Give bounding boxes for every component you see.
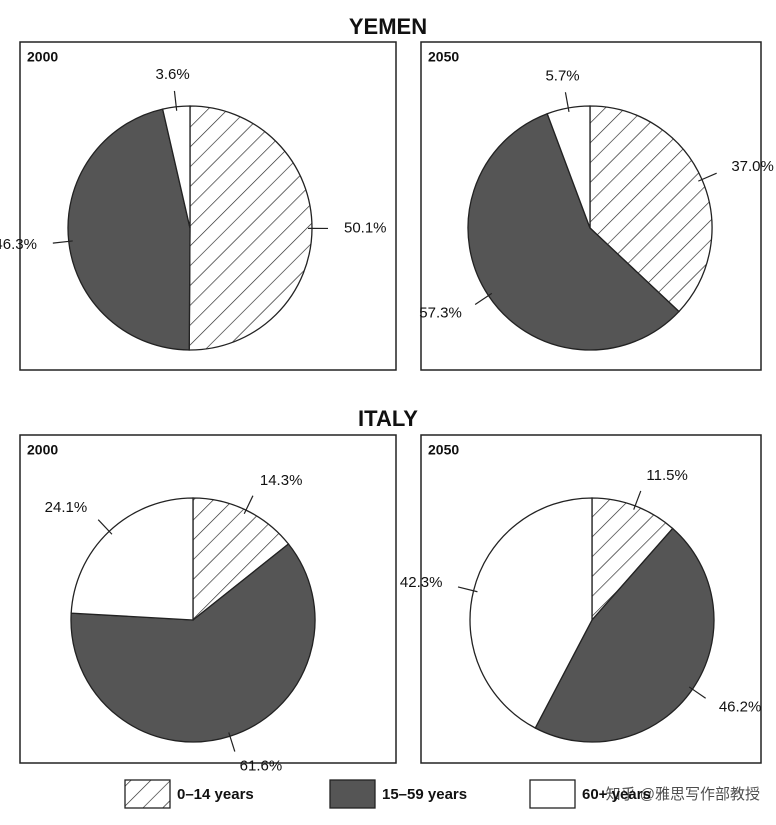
section-heading: ITALY xyxy=(358,406,418,431)
legend-swatch xyxy=(529,779,576,809)
watermark: 知乎 @雅思写作部教授 xyxy=(606,786,760,803)
value-label: 3.6% xyxy=(156,66,190,83)
value-label: 14.3% xyxy=(260,472,303,489)
panel-frame xyxy=(19,41,397,371)
value-label: 61.6% xyxy=(240,758,283,775)
panel-frame xyxy=(420,434,762,764)
leader-line xyxy=(173,90,178,111)
value-label: 57.3% xyxy=(419,304,462,321)
value-label: 46.3% xyxy=(0,236,37,253)
legend-swatch xyxy=(124,779,171,809)
pie-title: 2000 xyxy=(27,49,58,65)
pie-slice xyxy=(70,497,194,621)
pie-title: 2050 xyxy=(428,442,459,458)
panel-frame xyxy=(19,434,397,764)
leader-line xyxy=(97,519,113,535)
leader-line xyxy=(633,490,642,510)
value-label: 42.3% xyxy=(400,574,443,591)
leader-line xyxy=(52,240,73,244)
value-label: 37.0% xyxy=(731,158,774,175)
leader-line xyxy=(698,172,717,182)
leader-line xyxy=(564,92,570,112)
leader-line xyxy=(688,686,706,699)
legend-label: 0–14 years xyxy=(177,786,254,803)
value-label: 46.2% xyxy=(719,698,762,715)
legend-label: 60+ years xyxy=(582,786,651,803)
value-label: 50.1% xyxy=(344,219,387,236)
panel-frame xyxy=(420,41,762,371)
leader-line xyxy=(474,292,493,305)
pie-title: 2050 xyxy=(428,49,459,65)
legend-swatch xyxy=(329,779,376,809)
pie-title: 2000 xyxy=(27,442,58,458)
legend-label: 15–59 years xyxy=(382,786,467,803)
pie-slice xyxy=(188,105,313,351)
leader-line xyxy=(228,732,236,752)
section-heading: YEMEN xyxy=(349,14,427,39)
value-label: 24.1% xyxy=(45,499,88,516)
leader-line xyxy=(457,586,478,593)
value-label: 11.5% xyxy=(646,467,687,484)
leader-line xyxy=(243,495,254,514)
value-label: 5.7% xyxy=(545,67,579,84)
